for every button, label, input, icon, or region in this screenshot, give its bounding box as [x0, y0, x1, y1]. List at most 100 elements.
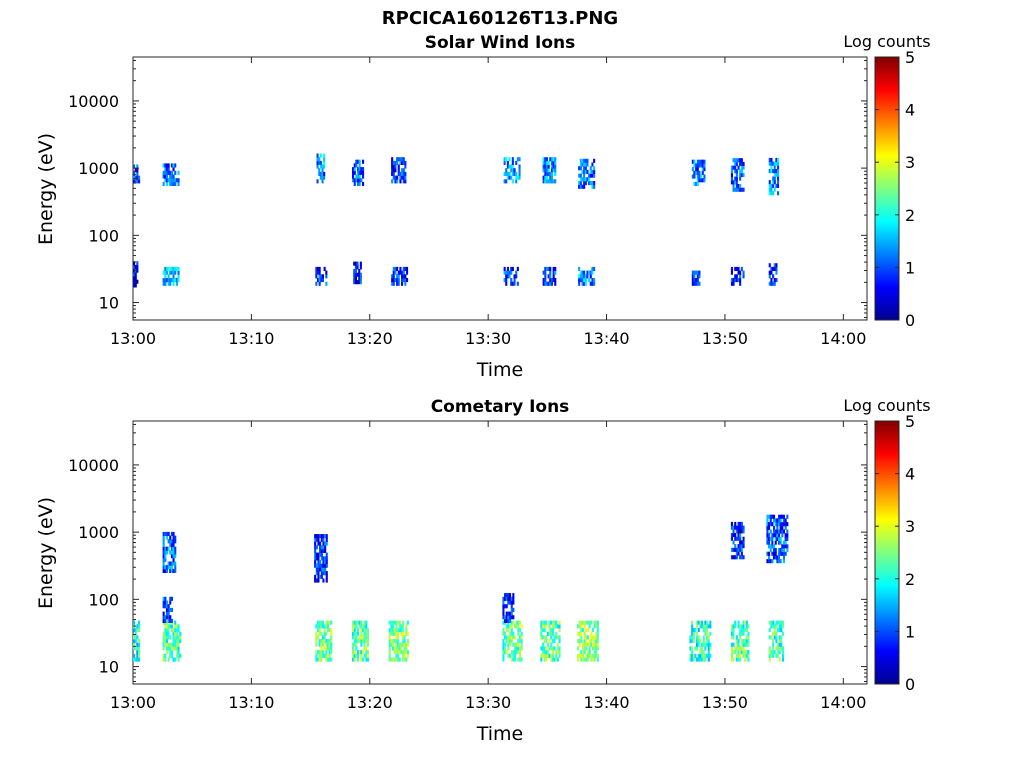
heatmap-cell	[353, 163, 356, 168]
heatmap-cell	[549, 266, 552, 271]
heatmap-cell	[164, 565, 167, 570]
heatmap-cell	[172, 631, 175, 636]
heatmap-cell	[695, 181, 698, 186]
heatmap-cell	[175, 631, 178, 636]
heatmap-cell	[357, 181, 360, 186]
heatmap-cell	[359, 272, 362, 277]
heatmap-cell	[315, 642, 318, 647]
heatmap-cell	[735, 158, 738, 163]
heatmap-cell	[732, 657, 735, 662]
heatmap-cell	[768, 653, 771, 658]
heatmap-cell	[596, 628, 599, 633]
heatmap-cell	[595, 631, 598, 636]
heatmap-cell	[403, 657, 406, 662]
y-tick-label: 100	[88, 590, 119, 609]
heatmap-cell	[319, 160, 322, 165]
heatmap-cell	[170, 170, 173, 175]
heatmap-cell	[402, 642, 405, 647]
heatmap-cell	[515, 624, 518, 629]
heatmap-cell	[739, 544, 742, 549]
heatmap-cell	[177, 635, 180, 640]
heatmap-cell	[323, 624, 326, 629]
heatmap-cell	[172, 568, 175, 573]
heatmap-cell	[325, 620, 328, 625]
heatmap-cell	[770, 183, 773, 188]
heatmap-cell	[769, 529, 772, 534]
heatmap-cell	[777, 628, 780, 633]
heatmap-cell	[786, 544, 789, 549]
heatmap-cell	[164, 618, 167, 623]
heatmap-cell	[511, 266, 514, 271]
heatmap-cell	[551, 639, 554, 644]
heatmap-cell	[177, 642, 180, 647]
heatmap-cell	[776, 529, 779, 534]
heatmap-cell	[768, 544, 771, 549]
heatmap-cell	[704, 624, 707, 629]
heatmap-cell	[506, 266, 509, 271]
heatmap-cell	[167, 631, 170, 636]
heatmap-cell	[396, 179, 399, 184]
heatmap-cell	[518, 653, 521, 658]
heatmap-cell	[179, 635, 182, 640]
heatmap-cell	[395, 646, 398, 651]
heatmap-cell	[593, 624, 596, 629]
heatmap-cell	[593, 620, 596, 625]
heatmap-cell	[356, 272, 359, 277]
heatmap-cell	[325, 657, 328, 662]
heatmap-cell	[362, 657, 365, 662]
heatmap-cell	[323, 635, 326, 640]
heatmap-cell	[591, 635, 594, 640]
heatmap-cell	[542, 160, 545, 165]
heatmap-cell	[324, 563, 327, 568]
heatmap-cell	[326, 639, 329, 644]
heatmap-cell	[134, 635, 137, 640]
heatmap-cell	[515, 646, 518, 651]
heatmap-cell	[544, 157, 547, 162]
heatmap-cell	[397, 157, 400, 162]
heatmap-cell	[403, 653, 406, 658]
heatmap-cell	[365, 635, 368, 640]
heatmap-cell	[503, 179, 506, 184]
heatmap-cell	[586, 642, 589, 647]
heatmap-cell	[138, 646, 141, 651]
heatmap-cell	[550, 628, 553, 633]
heatmap-cell	[317, 574, 320, 579]
heatmap-cell	[698, 159, 701, 164]
heatmap-cell	[356, 265, 359, 270]
heatmap-cell	[352, 631, 355, 636]
heatmap-cell	[740, 642, 743, 647]
heatmap-cell	[402, 650, 405, 655]
heatmap-cell	[543, 657, 546, 662]
heatmap-cell	[174, 178, 177, 183]
heatmap-cell	[547, 274, 550, 279]
heatmap-cell	[399, 179, 402, 184]
heatmap-cell	[358, 639, 361, 644]
heatmap-cell	[542, 164, 545, 169]
heatmap-cell	[588, 650, 591, 655]
heatmap-cell	[404, 281, 407, 286]
heatmap-cell	[508, 274, 511, 279]
heatmap-cell	[545, 650, 548, 655]
heatmap-cell	[732, 547, 735, 552]
heatmap-cell	[735, 536, 738, 541]
heatmap-cell	[737, 536, 740, 541]
heatmap-cell	[593, 639, 596, 644]
heatmap-cell	[404, 266, 407, 271]
heatmap-cell	[507, 615, 510, 620]
heatmap-cell	[775, 631, 778, 636]
heatmap-cell	[169, 642, 172, 647]
heatmap-cell	[578, 642, 581, 647]
heatmap-cell	[169, 543, 172, 548]
heatmap-cell	[691, 650, 694, 655]
heatmap-cell	[169, 170, 172, 175]
heatmap-cell	[396, 266, 399, 271]
heatmap-cell	[167, 531, 170, 536]
heatmap-cell	[701, 650, 704, 655]
heatmap-cell	[397, 168, 400, 173]
heatmap-cell	[578, 181, 581, 186]
heatmap-cell	[742, 555, 745, 560]
heatmap-cell	[550, 620, 553, 625]
heatmap-cell	[734, 547, 737, 552]
plot-area	[132, 420, 868, 685]
heatmap-cell	[745, 628, 748, 633]
